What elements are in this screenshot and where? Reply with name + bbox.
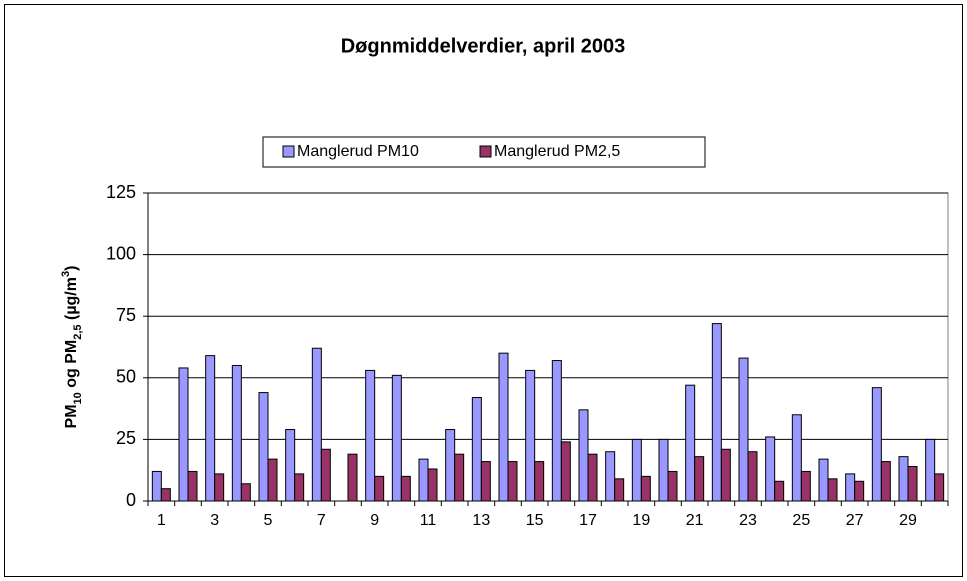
bar <box>454 453 465 502</box>
bar <box>871 387 882 502</box>
bar <box>534 461 545 502</box>
bar <box>551 360 562 502</box>
bar <box>765 436 776 502</box>
bar <box>818 458 829 502</box>
x-tick-label: 17 <box>579 512 597 529</box>
legend-swatch <box>282 145 295 158</box>
bar <box>525 369 536 502</box>
plot-area <box>147 192 949 502</box>
bar <box>480 461 491 502</box>
x-tick-label: 13 <box>472 512 490 529</box>
bar <box>800 470 811 502</box>
y-axis-label-part: PM <box>63 404 80 428</box>
bar <box>320 448 331 502</box>
bar <box>214 473 225 502</box>
x-tick-label: 23 <box>739 512 757 529</box>
bar <box>711 323 722 502</box>
x-tick-label: 9 <box>370 512 379 529</box>
bar <box>178 367 189 502</box>
y-axis-label-part: og PM <box>63 340 80 392</box>
bar <box>347 453 358 502</box>
bar <box>605 451 616 502</box>
x-tick-label: 21 <box>686 512 704 529</box>
x-tick-label: 1 <box>157 512 166 529</box>
bar <box>667 470 678 502</box>
bar <box>747 451 758 502</box>
bar <box>854 480 865 502</box>
x-tick-label: 19 <box>632 512 650 529</box>
x-tick-label: 3 <box>210 512 219 529</box>
bar <box>498 352 509 502</box>
bar <box>471 397 482 502</box>
bar <box>907 466 918 502</box>
legend-swatch <box>479 145 492 158</box>
bar <box>658 438 669 502</box>
bar <box>827 478 838 502</box>
bar <box>880 461 891 502</box>
y-tick-label: 125 <box>106 182 136 202</box>
bar <box>685 384 696 502</box>
bar <box>400 475 411 502</box>
bar <box>427 468 438 502</box>
bar <box>311 347 322 502</box>
y-axis-label-part: 3 <box>60 271 72 277</box>
y-tick-label: 75 <box>116 305 136 325</box>
bar <box>925 438 936 502</box>
y-axis-label-part: 10 <box>72 392 84 404</box>
x-tick-label: 25 <box>792 512 810 529</box>
bar <box>578 409 589 502</box>
bar <box>560 441 571 502</box>
bar <box>738 357 749 502</box>
chart-title: Døgnmiddelverdier, april 2003 <box>341 35 626 57</box>
bar <box>720 448 731 502</box>
bar <box>614 478 625 502</box>
y-tick-label: 0 <box>126 490 136 510</box>
bar <box>285 429 296 502</box>
bar <box>418 458 429 502</box>
bar <box>934 473 945 502</box>
bar <box>845 473 856 502</box>
y-tick-label: 100 <box>106 243 136 263</box>
bar <box>294 473 305 502</box>
bar <box>774 480 785 502</box>
bar <box>205 355 216 502</box>
bar <box>507 461 518 502</box>
y-axis-label-part: ) <box>63 266 80 271</box>
x-tick-label: 11 <box>420 512 437 529</box>
bar <box>365 369 376 502</box>
legend-label: Manglerud PM2,5 <box>494 143 620 160</box>
bar <box>160 488 171 502</box>
x-tick-label: 5 <box>264 512 273 529</box>
bar <box>898 456 909 502</box>
y-tick-label: 25 <box>116 428 136 448</box>
y-axis-label-part: (µg/m <box>63 277 80 324</box>
bar <box>445 429 456 502</box>
x-tick-label: 29 <box>899 512 917 529</box>
bar <box>267 458 278 502</box>
bar <box>694 456 705 502</box>
y-tick-label: 50 <box>116 367 136 387</box>
legend: Manglerud PM10 Manglerud PM2,5 <box>262 136 706 168</box>
bar <box>640 475 651 502</box>
bar <box>240 483 251 502</box>
bar <box>258 392 269 502</box>
legend-label: Manglerud PM10 <box>297 143 419 160</box>
bar <box>374 475 385 502</box>
x-tick-label: 15 <box>526 512 544 529</box>
y-axis-label-part: 2,5 <box>72 324 84 339</box>
bar <box>151 470 162 502</box>
x-tick-label: 7 <box>317 512 326 529</box>
bar <box>631 438 642 502</box>
bar <box>187 470 198 502</box>
bar <box>791 414 802 502</box>
bar <box>587 453 598 502</box>
y-axis-label: PM10 og PM2,5 (µg/m3) <box>60 266 84 429</box>
bar <box>391 374 402 502</box>
x-tick-label: 27 <box>846 512 864 529</box>
bar <box>231 364 242 502</box>
